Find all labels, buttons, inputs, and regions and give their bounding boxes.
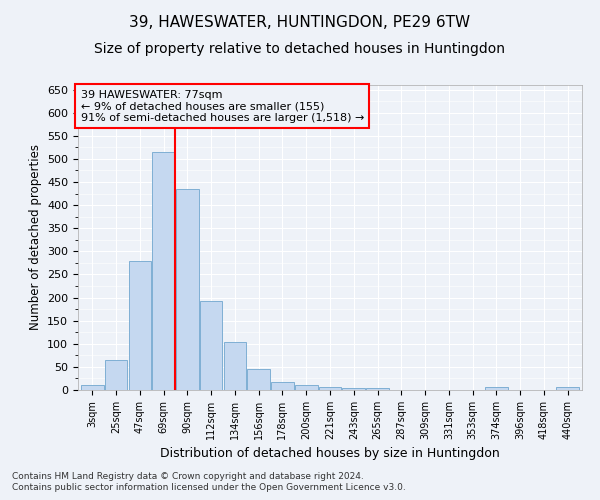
Text: Size of property relative to detached houses in Huntingdon: Size of property relative to detached ho… [95,42,505,56]
Bar [366,388,389,390]
Bar [485,387,508,390]
Bar [224,342,246,390]
Bar [176,189,199,390]
Bar [343,388,365,390]
Bar [152,152,175,390]
Bar [200,301,223,390]
Bar [247,368,270,390]
Bar [556,387,579,390]
Text: 39, HAWESWATER, HUNTINGDON, PE29 6TW: 39, HAWESWATER, HUNTINGDON, PE29 6TW [130,15,470,30]
Bar [319,387,341,390]
Bar [105,360,127,390]
Bar [81,386,104,390]
Text: Contains HM Land Registry data © Crown copyright and database right 2024.: Contains HM Land Registry data © Crown c… [12,472,364,481]
Bar [295,386,317,390]
Text: Contains public sector information licensed under the Open Government Licence v3: Contains public sector information licen… [12,484,406,492]
X-axis label: Distribution of detached houses by size in Huntingdon: Distribution of detached houses by size … [160,448,500,460]
Bar [128,260,151,390]
Y-axis label: Number of detached properties: Number of detached properties [29,144,41,330]
Bar [271,382,294,390]
Text: 39 HAWESWATER: 77sqm
← 9% of detached houses are smaller (155)
91% of semi-detac: 39 HAWESWATER: 77sqm ← 9% of detached ho… [80,90,364,123]
